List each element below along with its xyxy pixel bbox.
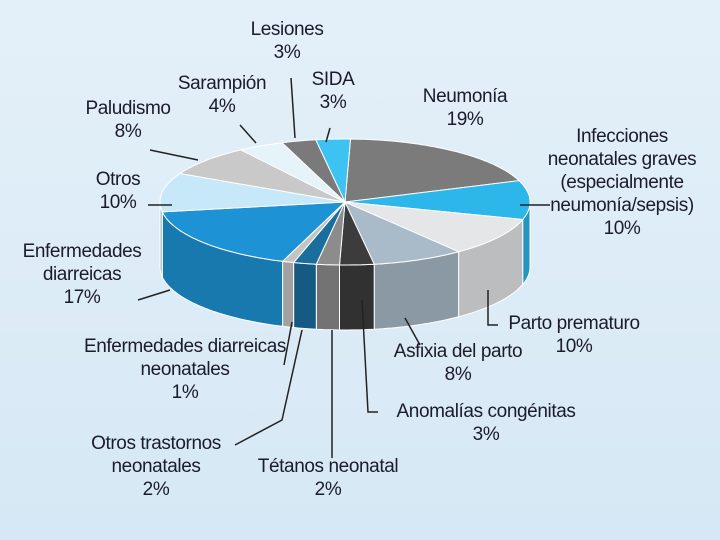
slice-label: Infecciones neonatales graves (especialm… [532, 125, 712, 240]
slice-label: Otros trastornos neonatales 2% [71, 432, 241, 501]
slice-label: Enfermedades diarreicas neonatales 1% [80, 335, 290, 404]
leader-line [487, 290, 498, 326]
slice-name: Otros trastornos neonatales [91, 433, 221, 477]
slice-label: Parto prematuro 10% [489, 312, 659, 358]
leader-line [325, 127, 331, 143]
slice-label: Lesiones 3% [242, 18, 332, 64]
leader-line [404, 317, 421, 346]
slice [178, 149, 346, 203]
slice-label: Sarampión 4% [167, 72, 277, 118]
slice-name: Lesiones [250, 19, 324, 40]
slice [344, 201, 524, 253]
slice [315, 138, 352, 204]
slice-name: Parto prematuro [508, 313, 640, 334]
slice-value: 1% [171, 382, 199, 403]
slice-side [282, 260, 295, 329]
slice [159, 172, 346, 213]
slice [239, 142, 346, 203]
slice-label: Asfixia del parto 8% [373, 340, 543, 386]
slice-value: 10% [555, 336, 593, 357]
slice-name: Paludismo [85, 98, 171, 119]
slice-side [159, 202, 163, 278]
leader-line [234, 329, 303, 446]
slice-value: 17% [63, 287, 101, 308]
slice-value: 19% [446, 109, 484, 130]
slice-name: Neumonía [422, 86, 508, 107]
leader-line [149, 149, 199, 161]
slice-side [339, 263, 375, 331]
slice-value: 3% [273, 42, 301, 63]
slice-value: 10% [603, 218, 641, 239]
slice-label: SIDA 3% [303, 68, 363, 114]
leader-line [239, 124, 257, 144]
slice-value: 8% [444, 364, 472, 385]
slice [343, 201, 461, 265]
slice-label: Enfermedades diarreicas 17% [7, 240, 157, 309]
slice-name: Sarampión [177, 73, 267, 94]
slice-label: Otros 10% [78, 168, 158, 214]
leader-line [290, 77, 296, 139]
slice-name: Tétanos neonatal [257, 456, 399, 477]
slice-value: 3% [472, 424, 500, 445]
leader-line [137, 289, 171, 301]
slice-value: 2% [142, 479, 170, 500]
slice-value: 4% [208, 96, 236, 117]
slice-name: Enfermedades diarreicas neonatales [83, 336, 287, 380]
slice-label: Paludismo 8% [73, 97, 183, 143]
slice-name: Infecciones neonatales graves (especialm… [547, 126, 697, 216]
slice-value: 2% [314, 479, 342, 500]
slice-value: 10% [99, 192, 137, 213]
slice-value: 3% [319, 92, 347, 113]
slice-name: Anomalías congénitas [396, 401, 576, 422]
slice-side [293, 261, 317, 330]
slice-label: Anomalías congénitas 3% [371, 400, 601, 446]
slice-label: Tétanos neonatal 2% [243, 455, 413, 501]
slice [338, 200, 375, 266]
slice [161, 201, 347, 262]
slice-name: SIDA [311, 69, 355, 90]
slice-side [315, 263, 340, 331]
slice-value: 8% [114, 121, 142, 142]
leader-line [283, 321, 293, 366]
slice [344, 138, 521, 203]
slice [344, 180, 531, 221]
leader-line [361, 299, 378, 413]
slice-name: Asfixia del parto [393, 341, 523, 362]
slice-name: Enfermedades diarreicas [22, 241, 142, 285]
slice-label: Neumonía 19% [405, 85, 525, 131]
slice [280, 139, 346, 203]
slice-name: Otros [95, 169, 141, 190]
